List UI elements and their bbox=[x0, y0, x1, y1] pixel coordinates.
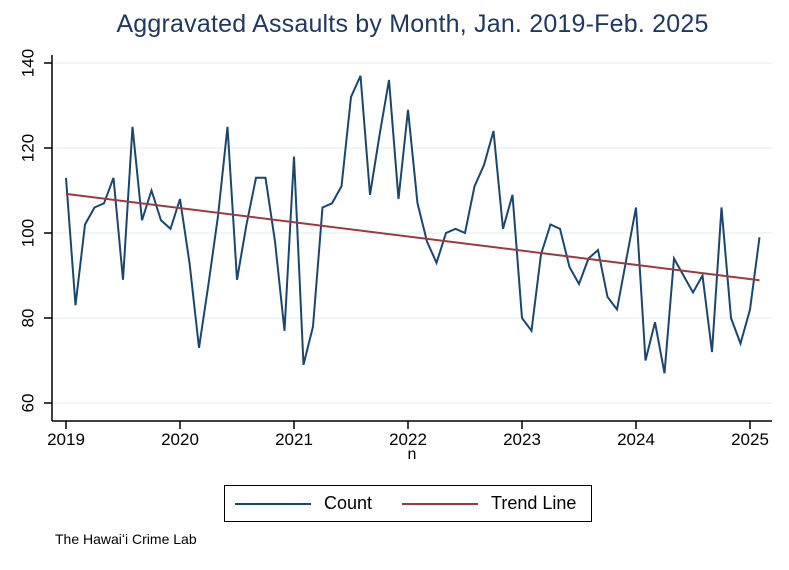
x-tick-label: 2024 bbox=[617, 430, 655, 449]
trend-line-swatch bbox=[402, 502, 479, 505]
legend-label-count: Count bbox=[324, 493, 373, 513]
legend: Count Trend Line bbox=[224, 485, 592, 522]
y-tick-label: 120 bbox=[19, 134, 38, 162]
y-tick-label: 60 bbox=[19, 394, 38, 413]
tick-labels: 60 80 100 120 140 2019 2020 2021 2022 2023 2024 202… bbox=[19, 49, 769, 449]
y-tick-label: 100 bbox=[19, 219, 38, 247]
count-line bbox=[65, 75, 761, 374]
x-tick-label: 2023 bbox=[503, 430, 541, 449]
source-caption: The Hawaiʻi Crime Lab bbox=[55, 531, 197, 547]
data-series bbox=[65, 75, 761, 374]
count-line-swatch bbox=[235, 502, 311, 505]
chart-title: Aggravated Assaults by Month, Jan. 2019-… bbox=[116, 10, 709, 38]
y-tick-label: 140 bbox=[19, 49, 38, 77]
y-tick-label: 80 bbox=[19, 309, 38, 328]
x-tick-label: 2022 bbox=[389, 430, 427, 449]
axes bbox=[44, 55, 772, 429]
x-axis-title: n bbox=[408, 446, 417, 463]
x-tick-label: 2025 bbox=[731, 430, 769, 449]
gridlines bbox=[52, 62, 772, 404]
legend-label-trend: Trend Line bbox=[491, 493, 577, 513]
trend-line bbox=[65, 192, 760, 282]
x-tick-label: 2020 bbox=[161, 430, 199, 449]
x-tick-label: 2021 bbox=[275, 430, 313, 449]
x-tick-label: 2019 bbox=[47, 430, 85, 449]
